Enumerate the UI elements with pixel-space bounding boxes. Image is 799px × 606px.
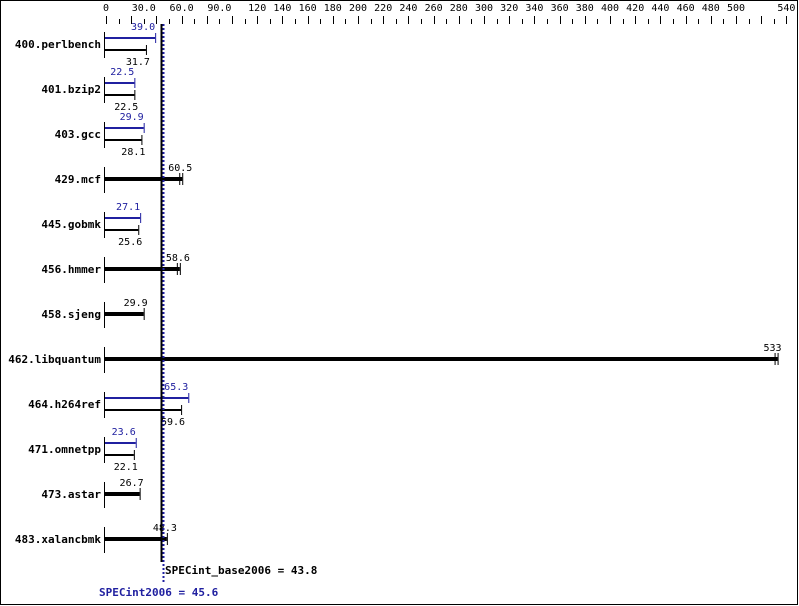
base-value-label: 31.7 <box>126 57 150 68</box>
peak-value-label: 27.1 <box>116 202 140 213</box>
x-axis: 0 30.0 60.0 90.0 120 140 160 180 200 220 240 260 280… <box>103 3 795 24</box>
benchmark-label: 464.h264ref <box>28 398 101 411</box>
base-value-label: 22.5 <box>114 102 138 113</box>
base-value-label: 58.6 <box>166 253 190 264</box>
x-tick-label: 500 <box>727 3 745 14</box>
x-tick-label: 160 <box>299 3 317 14</box>
x-tick-label: 380 <box>576 3 594 14</box>
peak-value-label: 39.0 <box>131 22 155 33</box>
peak-value-label: 65.3 <box>164 382 188 393</box>
x-tick-label: 340 <box>525 3 543 14</box>
x-tick-label: 120 <box>248 3 266 14</box>
x-tick-label: 440 <box>651 3 669 14</box>
benchmark-label: 483.xalancbmk <box>15 533 101 546</box>
reference-lines <box>160 24 165 584</box>
base-summary-label: SPECint_base2006 = 43.8 <box>165 564 317 577</box>
x-tick-label: 280 <box>450 3 468 14</box>
x-tick-label: 220 <box>374 3 392 14</box>
x-tick-label: 460 <box>677 3 695 14</box>
bars-group: 400.perlbench 39.0 31.7 401.bzip2 22.5 22.5 40… <box>8 22 782 553</box>
benchmark-label: 445.gobmk <box>41 218 101 231</box>
base-value-label: 60.5 <box>168 163 192 174</box>
peak-value-label: 29.9 <box>120 112 144 123</box>
x-tick-label: 320 <box>500 3 518 14</box>
x-tick-label: 30.0 <box>132 3 156 14</box>
base-value-label: 48.3 <box>153 523 177 534</box>
benchmark-label: 462.libquantum <box>8 353 101 366</box>
x-tick-label: 540 <box>777 3 795 14</box>
x-tick-label: 140 <box>273 3 291 14</box>
x-tick-label: 420 <box>626 3 644 14</box>
base-value-label: 22.1 <box>114 462 138 473</box>
peak-summary-label: SPECint2006 = 45.6 <box>99 586 219 599</box>
base-value-label: 533 <box>764 343 782 354</box>
benchmark-label: 473.astar <box>41 488 101 501</box>
benchmark-label: 456.hmmer <box>41 263 101 276</box>
x-tick-label: 240 <box>399 3 417 14</box>
benchmark-label: 403.gcc <box>55 128 101 141</box>
x-tick-label: 200 <box>349 3 367 14</box>
x-tick-label: 180 <box>324 3 342 14</box>
x-tick-label: 60.0 <box>170 3 194 14</box>
base-value-label: 25.6 <box>118 237 142 248</box>
base-value-label: 29.9 <box>124 298 148 309</box>
x-tick-label: 300 <box>475 3 493 14</box>
x-tick-label: 260 <box>425 3 443 14</box>
benchmark-label: 471.omnetpp <box>28 443 101 456</box>
base-value-label: 28.1 <box>121 147 145 158</box>
peak-value-label: 23.6 <box>112 427 136 438</box>
x-tick-label: 90.0 <box>207 3 231 14</box>
x-tick-label: 0 <box>103 3 109 14</box>
peak-value-label: 22.5 <box>110 67 134 78</box>
benchmark-label: 401.bzip2 <box>41 83 101 96</box>
x-tick-label: 400 <box>601 3 619 14</box>
benchmark-label: 458.sjeng <box>41 308 101 321</box>
benchmark-label: 400.perlbench <box>15 38 101 51</box>
x-tick-label: 480 <box>702 3 720 14</box>
benchmark-label: 429.mcf <box>55 173 101 186</box>
x-tick-label: 360 <box>551 3 569 14</box>
base-value-label: 59.6 <box>161 417 185 428</box>
base-value-label: 26.7 <box>120 478 144 489</box>
